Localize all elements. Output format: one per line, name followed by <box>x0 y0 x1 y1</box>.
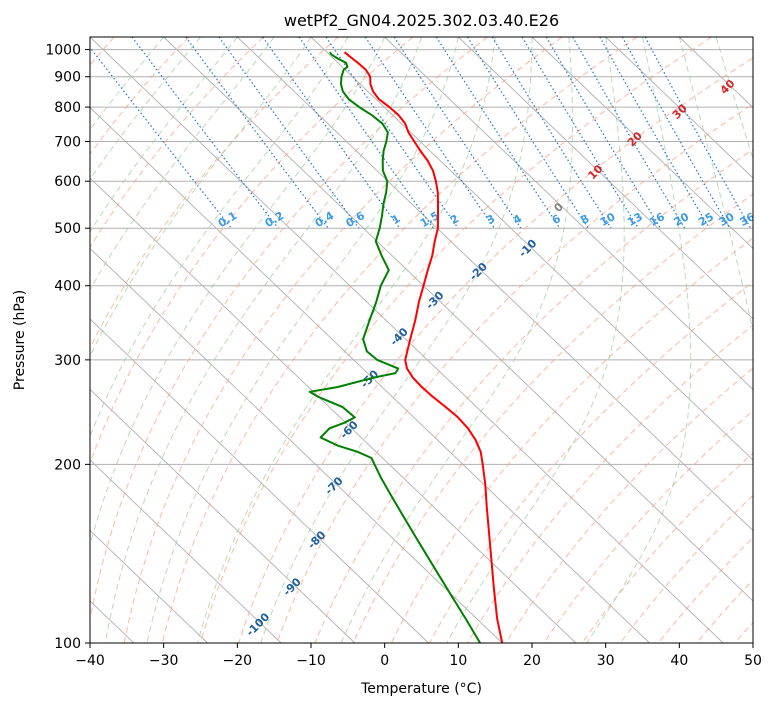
dry-adiabat <box>90 37 488 623</box>
y-tick-label: 900 <box>54 70 81 86</box>
moist-adiabat <box>90 37 349 438</box>
dry-adiabat <box>390 237 753 643</box>
moist-adiabat <box>678 37 753 334</box>
y-tick-label: 400 <box>54 279 81 295</box>
isotherm-10 <box>458 37 753 320</box>
mixing-ratio-line <box>644 37 752 229</box>
background-grid <box>90 37 753 643</box>
y-tick-label: 200 <box>54 457 81 473</box>
isotherm--40 <box>90 37 724 643</box>
y-tick-label: 800 <box>54 100 81 116</box>
x-axis-label: Temperature (°C) <box>360 681 482 697</box>
dry-adiabat <box>314 148 753 643</box>
isotherm-30 <box>605 37 753 179</box>
isotherm--70 <box>90 247 503 643</box>
mixing-ratio-line <box>621 37 731 229</box>
moist-adiabat <box>104 37 422 643</box>
x-tick-label: −40 <box>75 653 105 669</box>
dry-adiabat <box>505 367 753 643</box>
y-tick-label: 100 <box>54 636 81 652</box>
temperature-profile <box>343 51 504 643</box>
x-tick-label: 20 <box>523 653 541 669</box>
chart-title: wetPf2_GN04.2025.302.03.40.E26 <box>284 11 559 31</box>
y-tick-label: 600 <box>54 174 81 190</box>
moist-adiabat <box>586 37 692 643</box>
dry-adiabat <box>467 324 753 643</box>
x-tick-label: 30 <box>597 653 615 669</box>
moist-adiabat <box>90 37 275 291</box>
y-tick-label: 700 <box>54 134 81 150</box>
moist-adiabat <box>197 37 496 643</box>
dry-adiabat <box>90 37 339 349</box>
mixing-ratio-label: 36 <box>738 210 758 229</box>
dry-adiabat <box>200 37 712 643</box>
y-tick-label: 500 <box>54 221 81 237</box>
mixing-ratio-line <box>393 37 522 229</box>
moist-adiabat <box>260 37 533 643</box>
isotherm--50 <box>90 106 650 643</box>
isotherm-20 <box>531 37 753 250</box>
sounding-profiles <box>308 51 504 643</box>
moist-adiabat <box>715 37 753 161</box>
x-tick-label: 50 <box>744 653 762 669</box>
moist-adiabat <box>90 37 165 131</box>
y-tick-label: 300 <box>54 353 81 369</box>
isotherm--80 <box>90 318 429 643</box>
y-axis-label: Pressure (hPa) <box>12 290 28 390</box>
x-tick-label: −30 <box>149 653 179 669</box>
x-tick-label: 40 <box>670 653 688 669</box>
moist-adiabat <box>146 37 459 643</box>
isotherm--60 <box>90 177 577 643</box>
dry-adiabat <box>123 37 563 643</box>
y-tick-label: 1000 <box>45 43 81 59</box>
axis-ticks: −40 −30 −20 −10 0 10 20 30 40 50 100 200 300 400 500 60… <box>45 43 762 669</box>
moist-adiabat <box>446 37 625 643</box>
dry-adiabat <box>428 281 753 643</box>
moist-adiabat <box>90 37 238 233</box>
mixing-ratio-line <box>298 37 434 229</box>
mixing-ratio-line <box>218 37 360 229</box>
mixing-ratio-line <box>185 37 329 229</box>
isotherm--30 <box>163 37 753 602</box>
moist-adiabat <box>90 37 312 358</box>
isotherm--100 <box>90 459 282 643</box>
x-tick-label: −10 <box>296 653 326 669</box>
moist-adiabat <box>90 37 386 547</box>
plot-frame <box>89 36 754 644</box>
dry-adiabat <box>352 193 753 643</box>
isotherm-0 <box>384 37 753 391</box>
mixing-ratio-line <box>435 37 561 229</box>
moist-adiabat <box>90 37 201 181</box>
mixing-ratio-line <box>364 37 495 229</box>
isotherm--110 <box>90 529 208 643</box>
x-tick-label: 0 <box>380 653 389 669</box>
dry-adiabat <box>90 37 414 465</box>
x-tick-label: 10 <box>449 653 467 669</box>
isotherm--90 <box>90 388 356 643</box>
dry-adiabat <box>161 37 638 643</box>
mixing-ratio-line <box>262 37 401 229</box>
mixing-ratio-line <box>521 37 639 229</box>
isotherm--20 <box>237 37 753 532</box>
x-tick-label: −20 <box>223 653 253 669</box>
mixing-ratio-line <box>466 37 589 229</box>
dry-adiabat <box>276 103 753 643</box>
dewpoint-profile <box>308 51 481 643</box>
